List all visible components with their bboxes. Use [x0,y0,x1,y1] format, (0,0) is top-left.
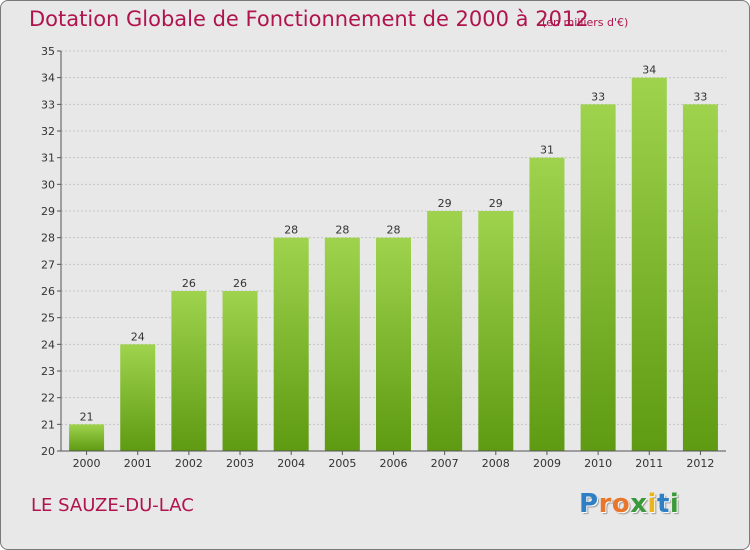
bar-value-label: 26 [182,277,196,290]
logo-letter: P [579,489,599,519]
x-tick-label: 2002 [175,457,203,470]
logo-letter: t [656,489,670,519]
x-tick-label: 2008 [482,457,510,470]
x-tick-label: 2001 [124,457,152,470]
chart-subtitle: (en milliers d'€) [542,16,629,29]
bar-2001 [120,344,156,451]
y-tick-label: 25 [41,312,55,325]
y-tick-label: 32 [41,125,55,138]
y-tick-label: 26 [41,285,55,298]
y-tick-label: 24 [41,338,55,351]
bar-value-label: 29 [438,197,452,210]
bar-2006 [376,237,411,451]
bar-value-label: 29 [489,197,503,210]
bars: 21 24 26 26 28 28 28 29 29 31 33 34 33 [69,64,718,452]
bar-2000 [69,424,105,451]
x-tick-label: 2006 [380,457,408,470]
bar-value-label: 26 [233,277,247,290]
bar-2003 [222,291,258,451]
bar-value-label: 33 [693,90,707,103]
x-tick-label: 2010 [584,457,612,470]
bar-value-label: 24 [131,330,145,343]
x-tick-label: 2011 [635,457,663,470]
bar-2009 [529,157,565,451]
bar-value-label: 33 [591,90,605,103]
proxiti-logo: Proxiti [579,489,679,519]
bar-2011 [631,77,667,452]
y-tick-label: 34 [41,72,55,85]
bar-value-label: 28 [335,224,349,237]
bar-value-label: 28 [387,224,401,237]
logo-letter: r [598,489,612,519]
bar-2002 [171,291,207,451]
logo-letter: x [630,489,648,519]
bar-2005 [324,237,360,451]
y-tick-label: 21 [41,418,55,431]
logo-letter: i [647,489,657,519]
bar-2004 [273,237,309,451]
bar-2010 [580,104,616,451]
x-tick-label: 2005 [328,457,356,470]
bar-value-label: 28 [284,224,298,237]
logo-letter: o [611,489,631,519]
y-tick-label: 35 [41,45,55,58]
bar-value-label: 34 [642,64,656,77]
x-tick-label: 2004 [277,457,305,470]
y-tick-label: 23 [41,365,55,378]
y-tick-label: 28 [41,232,55,245]
y-tick-label: 33 [41,98,55,111]
chart-title: Dotation Globale de Fonctionnement de 20… [29,7,589,31]
y-tick-label: 20 [41,445,55,458]
x-tick-label: 2012 [686,457,714,470]
x-tick-label: 2003 [226,457,254,470]
x-tick-label: 2007 [431,457,459,470]
y-tick-label: 30 [41,178,55,191]
x-tick-label: 2000 [73,457,101,470]
y-tick-label: 31 [41,152,55,165]
bar-2008 [478,211,514,451]
bar-value-label: 31 [540,144,554,157]
bar-2012 [682,104,718,451]
y-tick-label: 22 [41,392,55,405]
y-tick-label: 29 [41,205,55,218]
bar-value-label: 21 [80,410,94,423]
commune-name: LE SAUZE-DU-LAC [31,495,194,516]
axes: 20 21 22 23 24 25 26 27 28 29 30 31 32 33 34 35 2000 2001… [41,45,726,470]
logo-letter: i [669,489,680,519]
bar-2007 [427,211,463,451]
y-tick-label: 27 [41,258,55,271]
x-tick-label: 2009 [533,457,561,470]
